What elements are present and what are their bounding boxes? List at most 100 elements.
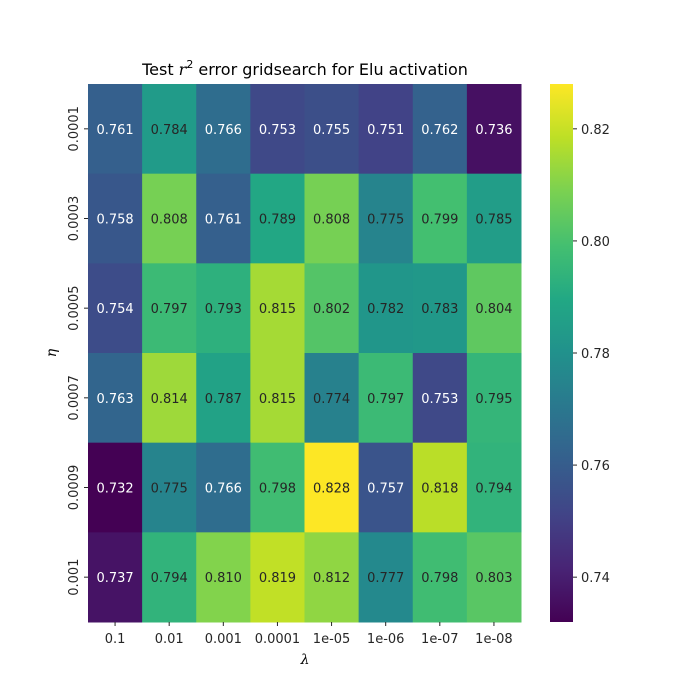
y-tick-label: 0.0005 [67, 285, 82, 331]
heatmap-cell [358, 353, 414, 444]
y-tick-label: 0.0009 [67, 465, 82, 511]
heatmap-cell [412, 442, 468, 533]
x-tick-label: 0.001 [205, 632, 242, 647]
heatmap-cell [142, 263, 197, 354]
chart-title-prefix: Test [141, 60, 179, 79]
cell-value-label: 0.794 [151, 571, 188, 586]
heatmap-cell [250, 173, 305, 264]
x-axis-label: λ [300, 652, 310, 668]
heatmap-cell [358, 173, 414, 264]
heatmap-cell [142, 442, 197, 533]
cell-value-label: 0.794 [475, 482, 512, 497]
cell-value-label: 0.762 [421, 123, 458, 138]
cell-value-label: 0.808 [313, 213, 350, 228]
cell-value-label: 0.828 [313, 482, 350, 497]
cell-value-label: 0.810 [205, 571, 242, 586]
cell-value-label: 0.798 [421, 571, 458, 586]
heatmap-cell [466, 263, 522, 354]
heatmap-cell [358, 263, 414, 354]
cell-value-label: 0.793 [205, 302, 242, 317]
heatmap-cell [250, 84, 305, 175]
y-tick-label: 0.0007 [67, 375, 82, 421]
cell-value-label: 0.766 [205, 123, 242, 138]
heatmap-cell [142, 84, 197, 175]
x-tick-label: 0.0001 [255, 632, 301, 647]
heatmap-cell [88, 84, 143, 175]
heatmap-cell [196, 263, 251, 354]
cell-value-label: 0.803 [475, 571, 512, 586]
cell-value-label: 0.797 [367, 392, 404, 407]
cell-value-label: 0.754 [96, 302, 133, 317]
cell-value-label: 0.766 [205, 482, 242, 497]
cell-value-label: 0.758 [96, 213, 133, 228]
heatmap-cell [196, 84, 251, 175]
chart-title-suffix: error gridsearch for Elu activation [193, 60, 468, 79]
heatmap-cell [196, 532, 251, 623]
colorbar-tick-label: 0.78 [581, 347, 610, 362]
heatmap-cell [196, 442, 251, 533]
cell-value-label: 0.775 [367, 213, 404, 228]
chart-title: Test r2 error gridsearch for Elu activat… [141, 58, 468, 79]
heatmap-cells: 0.761 0.784 0.766 0.753 0.755 0.751 0.762 0.736… [88, 84, 522, 623]
x-tick-label: 1e-07 [421, 632, 459, 647]
colorbar-tick-label: 0.74 [581, 571, 610, 586]
heatmap-cell [466, 442, 522, 533]
heatmap-cell [466, 173, 522, 264]
y-tick-labels: 0.0001 0.0003 0.0005 0.0007 0.0009 0.001 [67, 106, 88, 596]
heatmap-cell [304, 442, 360, 533]
heatmap-cell [142, 173, 197, 264]
chart-title-superscript: 2 [186, 58, 193, 71]
cell-value-label: 0.808 [151, 213, 188, 228]
cell-value-label: 0.755 [313, 123, 350, 138]
x-tick-label: 1e-06 [367, 632, 405, 647]
heatmap-cell [304, 173, 360, 264]
heatmap-cell [304, 84, 360, 175]
heatmap-cell [358, 442, 414, 533]
heatmap-cell [196, 353, 251, 444]
cell-value-label: 0.775 [151, 482, 188, 497]
heatmap-cell [88, 173, 143, 264]
heatmap-cell [412, 353, 468, 444]
heatmap-cell [304, 532, 360, 623]
colorbar-tick-label: 0.80 [581, 235, 610, 250]
cell-value-label: 0.732 [96, 482, 133, 497]
cell-value-label: 0.799 [421, 213, 458, 228]
heatmap-cell [358, 84, 414, 175]
heatmap-cell [412, 84, 468, 175]
x-tick-label: 0.01 [155, 632, 184, 647]
cell-value-label: 0.782 [367, 302, 404, 317]
cell-value-label: 0.761 [205, 213, 242, 228]
cell-value-label: 0.798 [259, 482, 296, 497]
y-axis-label: η [44, 348, 60, 357]
heatmap-cell [466, 84, 522, 175]
cell-value-label: 0.783 [421, 302, 458, 317]
heatmap-cell [88, 263, 143, 354]
cell-value-label: 0.753 [259, 123, 296, 138]
cell-value-label: 0.814 [151, 392, 188, 407]
heatmap-cell [304, 353, 360, 444]
heatmap-cell [196, 173, 251, 264]
cell-value-label: 0.797 [151, 302, 188, 317]
cell-value-label: 0.804 [475, 302, 512, 317]
heatmap-cell [412, 263, 468, 354]
heatmap-cell [88, 353, 143, 444]
heatmap-cell [412, 532, 468, 623]
cell-value-label: 0.784 [151, 123, 188, 138]
cell-value-label: 0.815 [259, 302, 296, 317]
colorbar-tick-label: 0.82 [581, 123, 610, 138]
colorbar-tick-label: 0.76 [581, 459, 610, 474]
cell-value-label: 0.757 [367, 482, 404, 497]
cell-value-label: 0.737 [96, 571, 133, 586]
cell-value-label: 0.789 [259, 213, 296, 228]
heatmap-cell [88, 442, 143, 533]
y-tick-label: 0.001 [67, 559, 82, 596]
heatmap-cell [466, 532, 522, 623]
y-tick-label: 0.0003 [67, 196, 82, 242]
x-tick-label: 1e-05 [313, 632, 351, 647]
heatmap-cell [304, 263, 360, 354]
cell-value-label: 0.785 [475, 213, 512, 228]
cell-value-label: 0.777 [367, 571, 404, 586]
cell-value-label: 0.753 [421, 392, 458, 407]
cell-value-label: 0.736 [475, 123, 512, 138]
cell-value-label: 0.774 [313, 392, 350, 407]
